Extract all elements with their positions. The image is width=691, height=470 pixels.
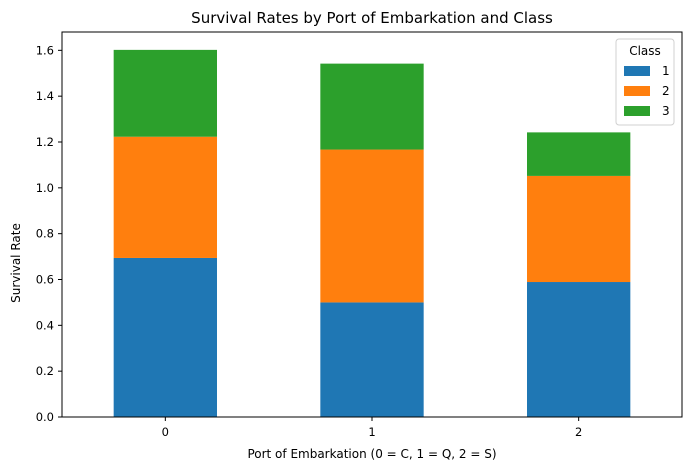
plot-area bbox=[61, 31, 683, 418]
y-tick-label: 1.6 bbox=[36, 43, 54, 57]
y-tick-label: 0.8 bbox=[36, 227, 54, 241]
legend-swatch-1 bbox=[624, 66, 650, 76]
bar-1-class-1 bbox=[320, 302, 424, 417]
legend-swatch-2 bbox=[624, 86, 650, 96]
legend-label-2: 2 bbox=[662, 84, 670, 98]
bar-0-class-2 bbox=[113, 136, 217, 258]
bar-2-class-3 bbox=[527, 132, 631, 176]
y-axis: 0.0 0.2 0.4 0.6 0.8 1.0 1.2 1.4 1.6 bbox=[36, 43, 62, 424]
y-tick-label: 0.2 bbox=[36, 364, 54, 378]
chart-title: Survival Rates by Port of Embarkation an… bbox=[191, 9, 553, 27]
legend-box bbox=[615, 38, 675, 126]
x-axis: 0 1 2 bbox=[162, 417, 582, 439]
y-tick-label: 0.0 bbox=[36, 410, 54, 424]
legend-label-1: 1 bbox=[662, 64, 670, 78]
bar-2-class-2 bbox=[527, 175, 631, 283]
y-tick-label: 1.4 bbox=[36, 89, 54, 103]
bar-0-class-1 bbox=[113, 257, 217, 417]
legend-swatch-3 bbox=[624, 106, 650, 116]
x-tick-label: 0 bbox=[162, 425, 169, 439]
x-tick-label: 1 bbox=[368, 425, 375, 439]
legend-label-3: 3 bbox=[662, 104, 670, 118]
y-tick-label: 1.0 bbox=[36, 181, 54, 195]
bar-1-class-3 bbox=[320, 63, 424, 150]
y-tick-label: 0.4 bbox=[36, 318, 54, 332]
x-axis-label: Port of Embarkation (0 = C, 1 = Q, 2 = S… bbox=[247, 447, 496, 461]
y-axis-label: Survival Rate bbox=[9, 223, 23, 303]
bar-0-class-3 bbox=[113, 49, 217, 137]
legend-title: Class bbox=[629, 44, 661, 58]
y-tick-label: 1.2 bbox=[36, 135, 54, 149]
y-tick-label: 0.6 bbox=[36, 273, 54, 287]
bar-2-class-1 bbox=[527, 282, 631, 417]
x-tick-label: 2 bbox=[575, 425, 582, 439]
bar-1-class-2 bbox=[320, 149, 424, 303]
